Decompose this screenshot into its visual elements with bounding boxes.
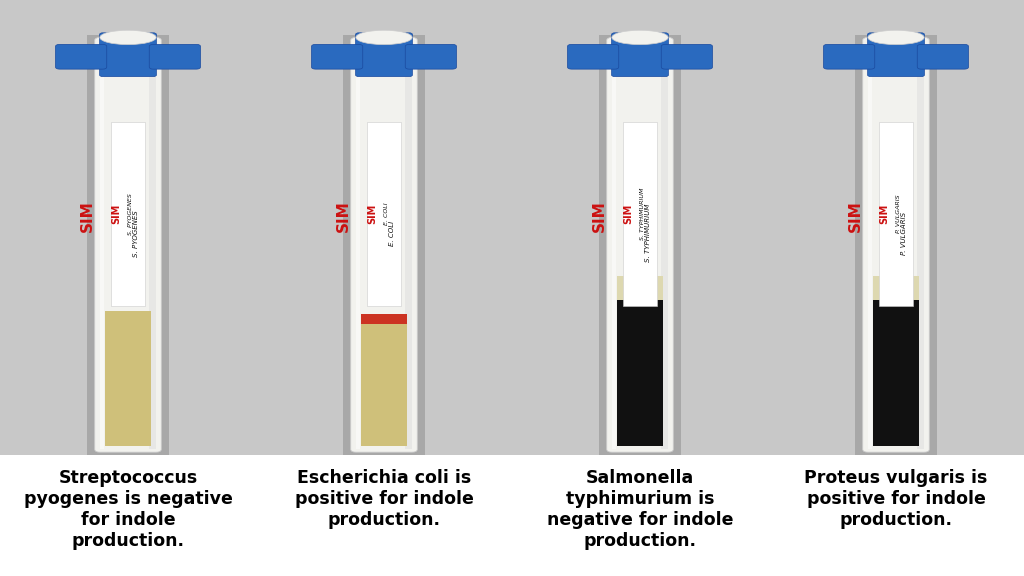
- FancyBboxPatch shape: [862, 37, 930, 452]
- Ellipse shape: [100, 30, 156, 45]
- Bar: [599, 35, 681, 455]
- Text: SIM: SIM: [336, 200, 351, 232]
- Bar: [617, 276, 663, 300]
- Text: Streptococcus
pyogenes is negative
for indole
production.: Streptococcus pyogenes is negative for i…: [24, 469, 232, 550]
- Bar: [100, 40, 104, 449]
- Text: S. TYPHIMURIUM: S. TYPHIMURIUM: [640, 188, 645, 240]
- Text: S. TYPHIMURIUM: S. TYPHIMURIUM: [645, 204, 651, 263]
- Bar: [868, 40, 872, 449]
- FancyBboxPatch shape: [606, 37, 674, 452]
- Bar: [111, 122, 145, 306]
- FancyBboxPatch shape: [311, 44, 362, 69]
- FancyBboxPatch shape: [406, 44, 457, 69]
- Bar: [356, 40, 360, 449]
- Bar: [343, 35, 425, 455]
- FancyBboxPatch shape: [350, 37, 418, 452]
- Text: SIM: SIM: [112, 204, 121, 224]
- Text: SIM: SIM: [592, 200, 607, 232]
- Bar: [150, 40, 156, 449]
- Ellipse shape: [868, 30, 924, 45]
- FancyBboxPatch shape: [355, 33, 413, 77]
- Bar: [873, 300, 919, 446]
- FancyBboxPatch shape: [567, 44, 618, 69]
- Text: Proteus vulgaris is
positive for indole
production.: Proteus vulgaris is positive for indole …: [804, 469, 988, 529]
- Bar: [105, 311, 151, 446]
- Bar: [612, 40, 616, 449]
- Text: Salmonella
typhimurium is
negative for indole
production.: Salmonella typhimurium is negative for i…: [547, 469, 733, 550]
- FancyBboxPatch shape: [99, 33, 157, 77]
- Text: SIM: SIM: [848, 200, 863, 232]
- Bar: [879, 122, 913, 306]
- Ellipse shape: [612, 30, 668, 45]
- Ellipse shape: [356, 30, 412, 45]
- Text: Escherichia coli is
positive for indole
production.: Escherichia coli is positive for indole …: [295, 469, 473, 529]
- Text: P. VULGARIS: P. VULGARIS: [901, 212, 907, 255]
- Bar: [662, 40, 668, 449]
- FancyBboxPatch shape: [150, 44, 201, 69]
- FancyBboxPatch shape: [94, 37, 162, 452]
- Text: SIM: SIM: [368, 204, 377, 224]
- Text: S. PYOGENES: S. PYOGENES: [133, 210, 139, 257]
- Bar: [918, 40, 924, 449]
- Bar: [855, 35, 937, 455]
- FancyBboxPatch shape: [918, 44, 969, 69]
- Bar: [617, 300, 663, 446]
- Bar: [406, 40, 412, 449]
- FancyBboxPatch shape: [611, 33, 669, 77]
- FancyBboxPatch shape: [55, 44, 106, 69]
- FancyBboxPatch shape: [867, 33, 925, 77]
- Bar: [0, 0, 1024, 455]
- Text: E. COLI: E. COLI: [384, 203, 389, 225]
- Text: S. PYOGENES: S. PYOGENES: [128, 193, 133, 235]
- Bar: [361, 314, 407, 324]
- Bar: [623, 122, 657, 306]
- Bar: [361, 321, 407, 446]
- Text: SIM: SIM: [880, 204, 889, 224]
- FancyBboxPatch shape: [823, 44, 874, 69]
- FancyBboxPatch shape: [662, 44, 713, 69]
- Text: E. COLI: E. COLI: [389, 221, 395, 246]
- Bar: [87, 35, 169, 455]
- Bar: [873, 276, 919, 300]
- Text: P. VULGARIS: P. VULGARIS: [896, 195, 901, 233]
- Text: SIM: SIM: [624, 204, 633, 224]
- Text: SIM: SIM: [80, 200, 95, 232]
- Bar: [367, 122, 400, 306]
